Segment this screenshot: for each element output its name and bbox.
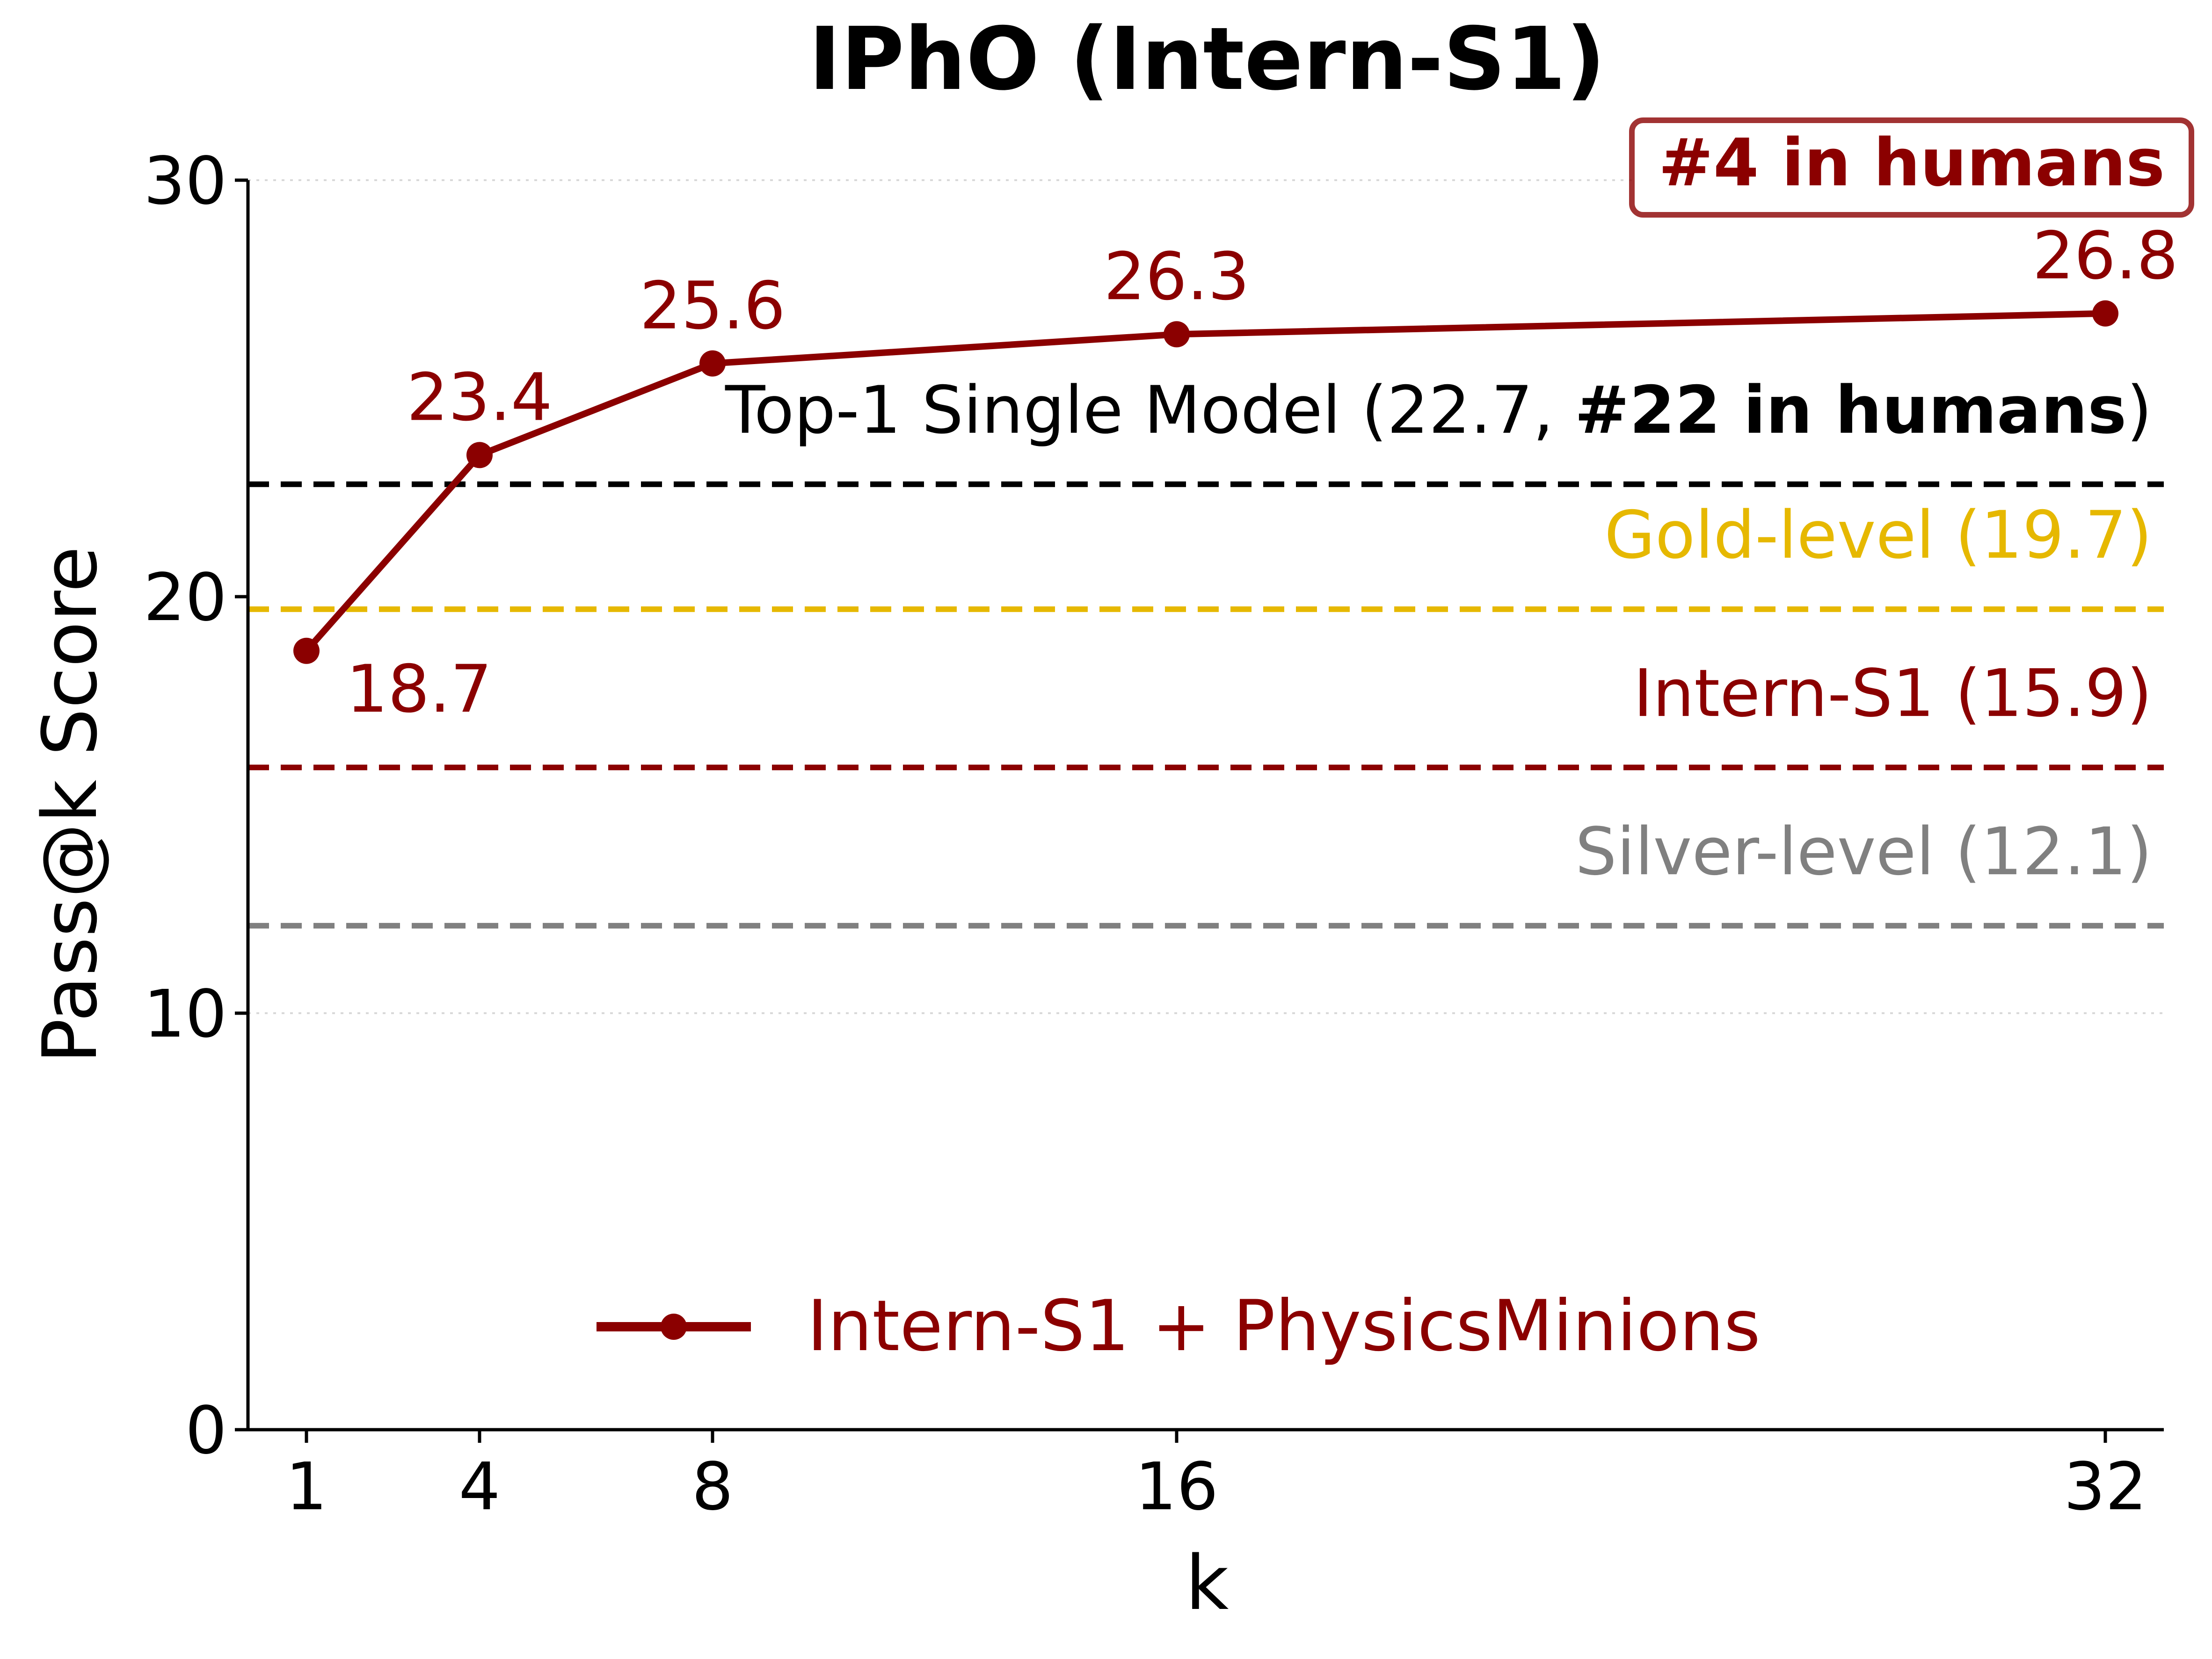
chart-title: IPhO (Intern-S1): [808, 8, 1605, 110]
data-label: 26.8: [2032, 218, 2178, 294]
data-label: 18.7: [346, 651, 492, 728]
x-tick-label: 4: [458, 1449, 500, 1525]
x-tick-label: 8: [691, 1449, 733, 1525]
x-ticks: 1 4 8 16 32: [285, 1430, 2147, 1525]
y-ticks: 0 10 20 30: [144, 143, 248, 1469]
y-tick-label: 20: [144, 560, 227, 636]
data-point: [293, 637, 320, 664]
legend-label: Intern-S1 + PhysicsMinions: [807, 1286, 1761, 1367]
legend-marker: [661, 1314, 687, 1340]
series-group: 18.7 23.4 25.6 26.3 26.8: [293, 218, 2178, 728]
reference-label-suffix: ): [2126, 373, 2152, 449]
reference-line-label: Top-1 Single Model (22.7, #22 in humans): [725, 373, 2152, 449]
x-tick-label: 32: [2064, 1449, 2147, 1525]
x-tick-label: 16: [1135, 1449, 1218, 1525]
data-label: 26.3: [1104, 239, 1250, 315]
reference-line-label: Intern-S1 (15.9): [1633, 656, 2152, 732]
data-point: [2092, 300, 2118, 327]
y-tick-label: 10: [144, 976, 227, 1052]
reference-line-label: Silver-level (12.1): [1575, 814, 2152, 890]
data-label: 23.4: [407, 359, 553, 436]
annotation-text: #4 in humans: [1659, 125, 2165, 201]
legend: Intern-S1 + PhysicsMinions: [597, 1286, 1761, 1367]
annotation-box: #4 in humans: [1629, 117, 2194, 218]
data-point: [1164, 321, 1190, 348]
data-label: 25.6: [640, 268, 786, 344]
reference-label-prefix: Top-1 Single Model (22.7,: [725, 373, 1574, 449]
reference-line-label: Gold-level (19.7): [1604, 497, 2152, 574]
x-tick-label: 1: [285, 1449, 327, 1525]
reference-lines: Top-1 Single Model (22.7, #22 in humans)…: [248, 373, 2164, 929]
annotation-frame: [1629, 117, 2194, 218]
reference-label-bold: #22 in humans: [1574, 373, 2126, 449]
data-point: [466, 442, 493, 468]
y-tick-label: 0: [185, 1393, 227, 1469]
x-axis-label: k: [1186, 1539, 1229, 1627]
y-tick-label: 30: [144, 143, 227, 219]
y-axis-label: Pass@k Score: [26, 546, 114, 1064]
data-point: [699, 350, 726, 377]
